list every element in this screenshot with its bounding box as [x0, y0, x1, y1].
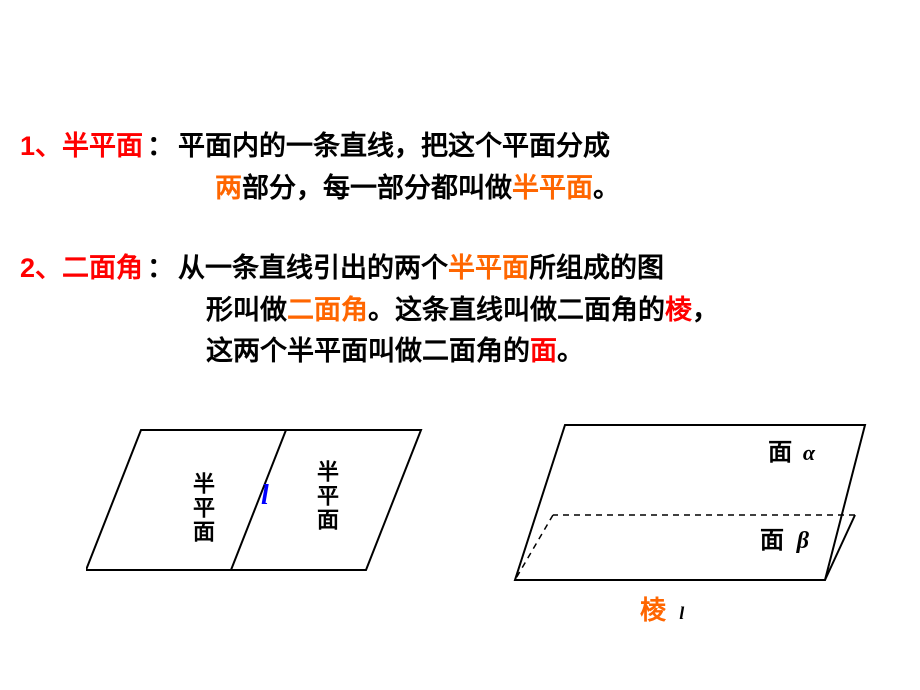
diagram-half-plane: 半平面 l 半平面: [86, 420, 436, 590]
def2-l2e: ，: [692, 295, 719, 325]
def2-l3b: 面: [530, 336, 557, 366]
half-plane-label-left: 半平面: [186, 472, 218, 544]
def1-line2-b: 部分，每一部分都叫做: [242, 173, 512, 203]
edge-l-label: l: [679, 603, 684, 623]
diagram-dihedral: 面 α 面 β 棱 l: [495, 420, 885, 640]
def2-l2b: 二面角: [287, 295, 368, 325]
def2-colon: ：: [147, 248, 174, 290]
def2-number: 2、二面角: [20, 248, 143, 290]
def2-l2a: 形叫做: [206, 295, 287, 325]
slide-content: 1、半平面 ： 平面内的一条直线，把这个平面分成 两部分，每一部分都叫做半平面。…: [0, 0, 920, 373]
def2-l3c: 。: [557, 336, 584, 366]
definition-1: 1、半平面 ： 平面内的一条直线，把这个平面分成 两部分，每一部分都叫做半平面。: [20, 126, 900, 210]
beta-symbol: β: [797, 528, 809, 554]
def1-colon: ：: [147, 126, 174, 168]
definition-2: 2、二面角 ： 从一条直线引出的两个半平面所组成的图 形叫做二面角。这条直线叫做…: [20, 248, 900, 374]
def1-line2-d: 。: [593, 173, 620, 203]
face-label-alpha: 面: [768, 439, 792, 466]
def2-l1c: 所组成的图: [529, 253, 664, 283]
def1-line2-c: 半平面: [512, 173, 593, 203]
dihedral-svg: [495, 420, 885, 640]
def2-l3a: 这两个半平面叫做二面角的: [206, 336, 530, 366]
def2-l1a: 从一条直线引出的两个: [178, 253, 448, 283]
def2-l2c: 。这条直线叫做二面角的: [368, 295, 665, 325]
half-plane-label-right: 半平面: [310, 460, 342, 532]
def1-line1: 平面内的一条直线，把这个平面分成: [178, 131, 610, 161]
def1-number: 1、半平面: [20, 126, 143, 168]
def2-l2d: 棱: [665, 295, 692, 325]
def1-line2-a: 两: [215, 173, 242, 203]
alpha-symbol: α: [803, 440, 815, 465]
edge-label: 棱: [640, 595, 666, 625]
face-label-beta: 面: [760, 527, 784, 554]
diagrams-area: 半平面 l 半平面 面 α 面 β 棱 l: [0, 420, 920, 660]
l-label: l: [261, 480, 269, 512]
def2-l1b: 半平面: [448, 253, 529, 283]
